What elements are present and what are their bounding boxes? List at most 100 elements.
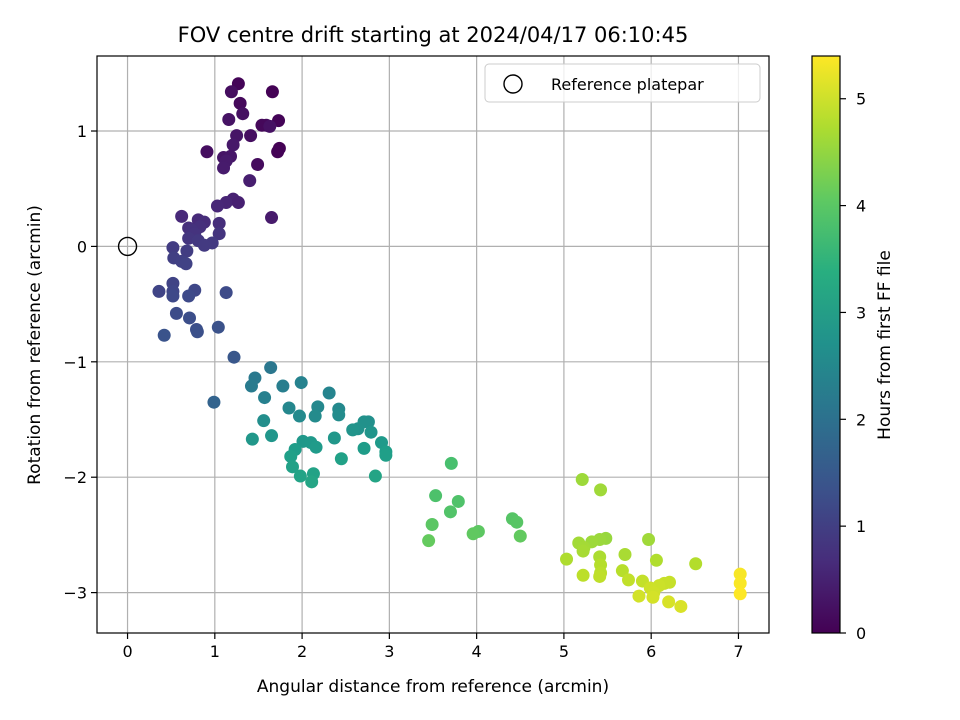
data-point — [183, 311, 197, 325]
chart-title: FOV centre drift starting at 2024/04/17 … — [178, 23, 689, 47]
data-point — [733, 587, 747, 601]
data-point — [207, 395, 221, 409]
colorbar-label: Hours from first FF file — [875, 250, 895, 440]
data-point — [332, 408, 346, 422]
data-point — [200, 145, 214, 159]
data-point — [219, 286, 233, 300]
data-point — [233, 96, 247, 110]
data-point — [733, 567, 747, 581]
x-tick-label: 2 — [297, 642, 307, 661]
data-point — [217, 161, 231, 175]
data-point — [212, 216, 226, 230]
colorbar-ticks: 0 1 2 3 4 5 — [840, 90, 866, 643]
data-point — [513, 529, 527, 543]
data-point — [309, 440, 323, 454]
x-tick-label: 7 — [733, 642, 743, 661]
data-point — [175, 209, 189, 223]
legend-box — [484, 63, 761, 103]
plot-area-frame — [96, 55, 770, 634]
legend: Reference platepar — [484, 63, 761, 103]
data-point — [190, 325, 204, 339]
data-point — [576, 544, 590, 558]
data-point — [429, 489, 443, 503]
x-tick-label: 6 — [646, 642, 656, 661]
data-point — [257, 414, 271, 428]
data-point — [276, 379, 290, 393]
data-point — [346, 423, 360, 437]
x-axis-label: Angular distance from reference (arcmin) — [257, 677, 609, 697]
data-point — [212, 227, 226, 241]
data-point — [642, 533, 656, 547]
data-point — [258, 391, 272, 405]
y-tick-label: 0 — [77, 237, 87, 256]
x-tick-label: 1 — [210, 642, 220, 661]
colorbar-tick-label: 3 — [856, 303, 866, 322]
x-axis-ticks: 0 1 2 3 4 5 6 7 — [122, 633, 744, 661]
data-point — [649, 553, 663, 567]
legend-label: Reference platepar — [551, 75, 704, 94]
data-point — [632, 589, 646, 603]
data-point — [576, 568, 590, 582]
colorbar-tick-label: 4 — [856, 197, 866, 216]
data-point — [224, 85, 238, 99]
data-point — [236, 107, 250, 121]
reference-platepar-marker — [117, 236, 138, 257]
data-point — [357, 441, 371, 455]
data-point — [265, 429, 279, 443]
data-point — [422, 534, 436, 548]
data-point — [265, 85, 279, 99]
data-point — [327, 431, 341, 445]
data-point — [364, 425, 378, 439]
data-point — [294, 376, 308, 390]
x-tick-label: 3 — [384, 642, 394, 661]
data-point — [182, 289, 196, 303]
data-point — [444, 456, 458, 470]
data-point — [166, 289, 180, 303]
data-point — [621, 573, 635, 587]
data-point — [222, 112, 236, 126]
data-point — [271, 145, 285, 159]
colorbar-gradient — [812, 56, 840, 633]
data-point — [157, 328, 171, 342]
colorbar-tick-label: 2 — [856, 410, 866, 429]
data-point — [293, 469, 307, 483]
y-tick-label: −1 — [63, 353, 87, 372]
data-point — [179, 257, 193, 271]
data-point — [662, 595, 676, 609]
data-point — [226, 138, 240, 152]
data-point — [243, 174, 257, 188]
data-point — [510, 515, 524, 529]
data-point — [245, 432, 259, 446]
y-axis-ticks: −3 −2 −1 0 1 — [63, 122, 97, 603]
data-point — [443, 505, 457, 519]
data-point — [560, 552, 574, 566]
legend-open-circle-icon — [503, 74, 523, 94]
data-point — [368, 469, 382, 483]
data-point — [322, 386, 336, 400]
data-point — [284, 449, 298, 463]
data-point — [227, 350, 241, 364]
data-point — [425, 518, 439, 532]
data-point — [264, 361, 278, 375]
colorbar-tick-label: 5 — [856, 90, 866, 109]
data-point — [733, 576, 747, 590]
data-point — [265, 211, 279, 225]
data-point — [646, 590, 660, 604]
data-point — [282, 401, 296, 415]
data-point — [689, 557, 703, 571]
data-point — [244, 379, 258, 393]
data-point — [251, 157, 265, 171]
data-point — [180, 244, 194, 258]
grid — [97, 56, 769, 633]
data-point — [451, 494, 465, 508]
y-tick-label: −2 — [63, 468, 87, 487]
data-point — [211, 320, 225, 334]
data-point — [466, 527, 480, 541]
data-point — [210, 199, 224, 213]
data-point — [308, 409, 322, 423]
colorbar-tick-label: 1 — [856, 517, 866, 536]
data-point — [575, 473, 589, 487]
data-point — [593, 569, 607, 583]
data-point — [292, 409, 306, 423]
